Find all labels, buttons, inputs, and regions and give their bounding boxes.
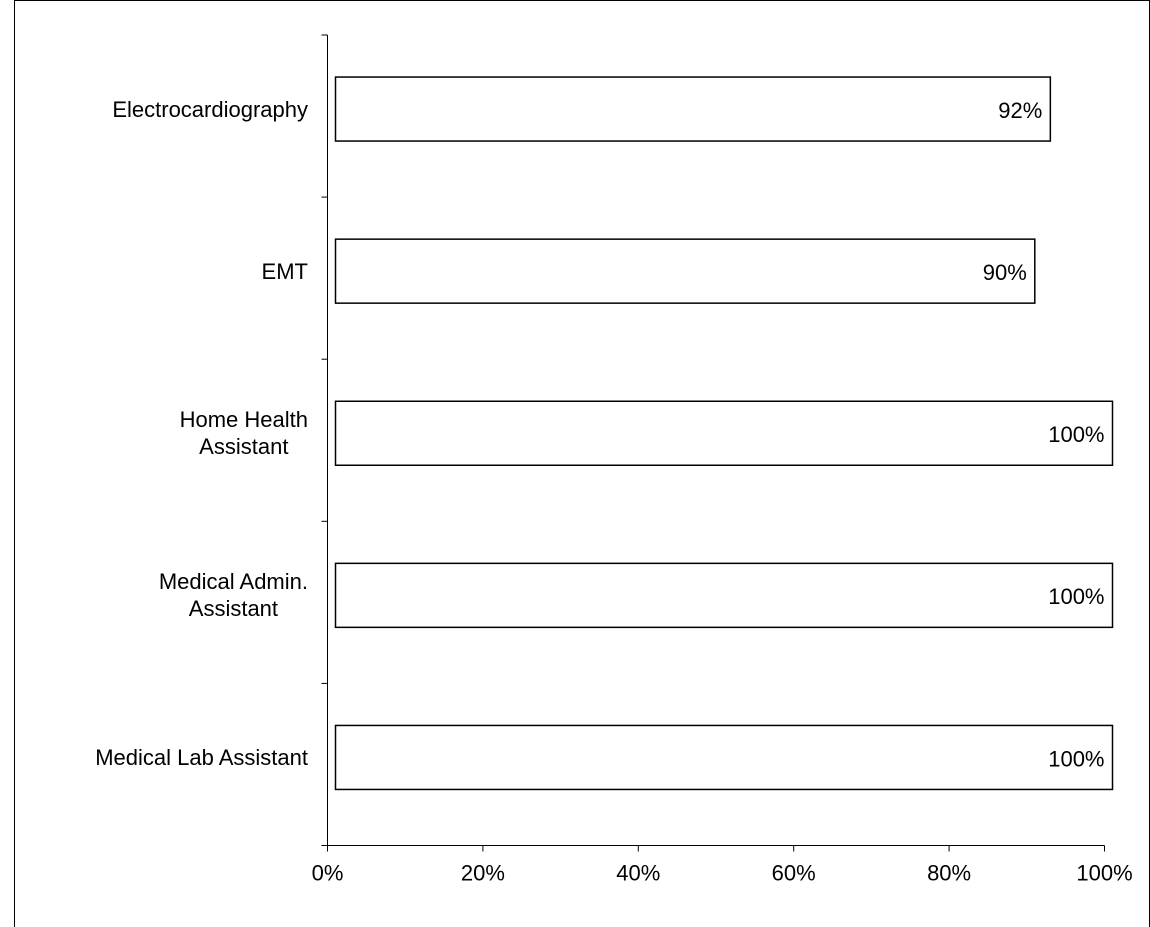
- y-tick-label: Medical Lab Assistant: [95, 744, 308, 770]
- bar: [334, 724, 1114, 791]
- value-label: 100%: [1048, 422, 1104, 447]
- bar: [334, 76, 1052, 142]
- value-label: 100%: [1048, 584, 1104, 609]
- x-tick-label: 60%: [772, 860, 816, 885]
- y-tick-label: Electrocardiography: [112, 96, 308, 122]
- bar: [334, 238, 1036, 304]
- bar: [334, 400, 1114, 466]
- x-tick-label: 0%: [312, 860, 344, 885]
- value-label: 92%: [998, 98, 1042, 123]
- x-tick-label: 40%: [616, 860, 660, 885]
- x-tick-label: 80%: [927, 860, 971, 885]
- category-label: Home Health Assistant: [8, 406, 308, 460]
- bar: [334, 562, 1114, 629]
- y-tick-label: EMT: [261, 258, 308, 284]
- category-label: Medical Admin. Assistant: [8, 568, 308, 622]
- category-label: Medical Lab Assistant: [8, 744, 308, 771]
- x-tick-label: 100%: [1076, 860, 1132, 885]
- y-tick-label: Medical Admin. Assistant: [158, 569, 308, 622]
- category-label: Electrocardiography: [8, 96, 308, 123]
- value-label: 100%: [1048, 746, 1104, 771]
- category-label: EMT: [8, 258, 308, 285]
- value-label: 90%: [983, 260, 1027, 285]
- y-tick-label: Home Health Assistant: [179, 407, 308, 460]
- x-tick-label: 20%: [461, 860, 505, 885]
